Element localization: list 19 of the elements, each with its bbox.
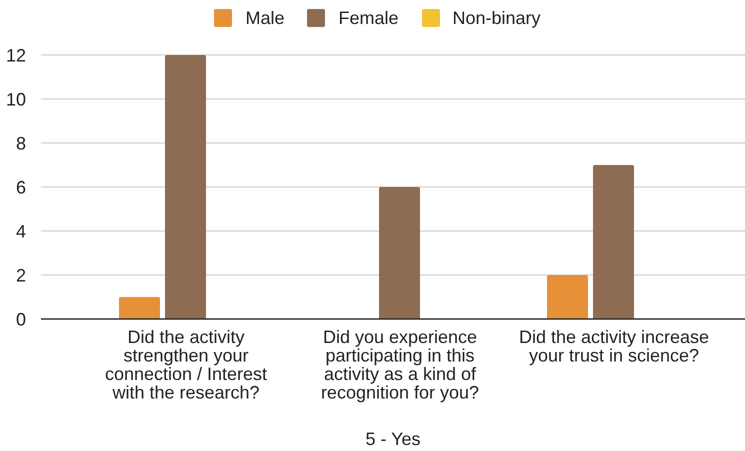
bar — [119, 297, 160, 319]
bar — [593, 165, 634, 319]
legend-label: Male — [245, 8, 284, 28]
y-tick-label: 0 — [16, 309, 26, 330]
y-tick-label: 6 — [16, 177, 26, 198]
y-tick-label: 4 — [16, 221, 26, 242]
x-axis-title: 5 - Yes — [365, 429, 421, 449]
x-tick-label: Did the activity increase your trust in science? — [518, 326, 710, 366]
legend-label: Non-binary — [452, 8, 541, 28]
y-tick-label: 8 — [16, 133, 26, 154]
legend-label: Female — [338, 8, 398, 28]
y-tick-label: 12 — [6, 45, 26, 66]
bar — [379, 187, 420, 319]
bar — [165, 55, 206, 319]
x-tick-label: Did you experience participating in this activity as a kind of recognition for you? — [320, 326, 480, 402]
bar — [547, 275, 588, 319]
y-tick-label: 10 — [6, 89, 26, 110]
x-tick-label: Did the activity strengthen your connection / Interest with the research? — [104, 326, 268, 402]
y-tick-label: 2 — [16, 265, 26, 286]
